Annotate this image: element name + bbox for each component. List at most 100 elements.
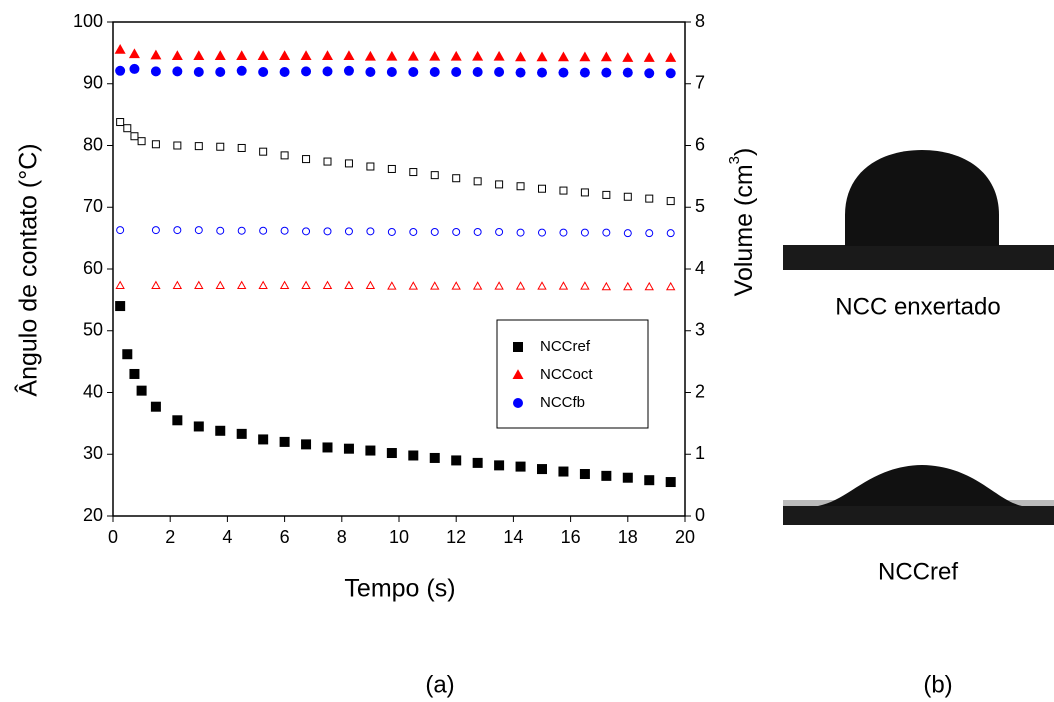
marker xyxy=(171,50,183,60)
marker xyxy=(128,48,140,59)
marker xyxy=(194,142,203,151)
marker xyxy=(559,186,568,195)
marker xyxy=(537,67,547,78)
marker xyxy=(579,67,590,78)
marker xyxy=(194,280,204,289)
droplet xyxy=(818,465,1022,506)
marker xyxy=(259,226,268,235)
marker xyxy=(364,50,376,61)
marker xyxy=(601,281,612,291)
marker xyxy=(150,401,161,412)
marker xyxy=(557,51,569,62)
marker xyxy=(344,280,354,289)
marker xyxy=(237,143,246,152)
marker xyxy=(452,174,461,183)
x-tick-label: 0 xyxy=(108,527,118,547)
marker xyxy=(493,50,505,61)
y-tick-label: 80 xyxy=(83,134,103,154)
marker xyxy=(623,192,632,201)
marker xyxy=(279,436,290,447)
panel-label: (b) xyxy=(923,671,952,698)
marker xyxy=(365,445,376,456)
marker xyxy=(387,281,397,290)
marker xyxy=(301,280,311,289)
marker xyxy=(452,227,461,236)
y-axis-title: Ângulo de contato (°C) xyxy=(14,143,43,396)
marker xyxy=(150,49,162,60)
marker xyxy=(343,65,354,76)
marker xyxy=(151,280,161,289)
marker xyxy=(601,470,612,481)
photo-ref xyxy=(783,465,1054,525)
marker xyxy=(495,180,504,189)
marker xyxy=(365,280,376,289)
x-tick-label: 16 xyxy=(561,527,581,547)
marker xyxy=(644,475,655,486)
legend-box xyxy=(496,319,649,429)
x-tick-label: 2 xyxy=(165,527,175,547)
marker xyxy=(472,281,483,290)
marker xyxy=(236,428,247,439)
x-tick-label: 6 xyxy=(280,527,290,547)
y-tick-label: 100 xyxy=(73,11,103,31)
panel-label: (a) xyxy=(425,671,454,698)
y-tick-label: 60 xyxy=(83,258,103,278)
marker xyxy=(215,67,226,78)
marker xyxy=(623,281,633,291)
marker xyxy=(600,51,612,62)
marker xyxy=(215,425,226,436)
x-tick-label: 8 xyxy=(337,527,347,547)
marker xyxy=(343,50,355,60)
marker xyxy=(515,51,527,62)
marker xyxy=(580,188,589,197)
marker xyxy=(558,67,569,78)
y-tick-label: 90 xyxy=(83,73,103,93)
marker xyxy=(172,280,183,289)
marker xyxy=(473,177,482,186)
marker xyxy=(409,227,418,236)
marker xyxy=(122,349,133,360)
x-tick-label: 20 xyxy=(675,527,695,547)
marker xyxy=(579,469,590,480)
marker xyxy=(172,415,183,426)
marker xyxy=(137,137,146,146)
marker xyxy=(429,50,441,61)
marker xyxy=(387,164,396,173)
y2-title-close: ) xyxy=(730,148,758,156)
marker xyxy=(366,162,375,171)
marker xyxy=(215,280,225,289)
marker xyxy=(622,52,634,62)
marker xyxy=(666,229,675,238)
marker xyxy=(623,229,632,238)
marker xyxy=(386,67,397,78)
marker xyxy=(538,228,546,237)
marker xyxy=(115,280,125,289)
legend-label: NCCfb xyxy=(540,394,585,411)
marker xyxy=(172,66,183,77)
marker xyxy=(193,50,205,60)
y-tick-label: 70 xyxy=(83,196,103,216)
marker xyxy=(194,226,203,235)
y2-title-sup: 3 xyxy=(726,156,743,164)
marker xyxy=(645,229,654,238)
marker xyxy=(644,281,654,291)
y2-tick-label: 0 xyxy=(695,505,705,525)
marker xyxy=(258,67,269,78)
marker xyxy=(386,50,398,61)
marker xyxy=(451,455,462,466)
marker xyxy=(193,67,204,78)
marker xyxy=(494,67,505,78)
marker xyxy=(366,227,375,236)
marker xyxy=(301,439,312,450)
marker xyxy=(430,227,439,236)
marker xyxy=(665,52,677,62)
legend-marker xyxy=(513,342,523,352)
marker xyxy=(301,66,312,77)
legend-marker xyxy=(513,398,523,408)
marker xyxy=(279,67,290,78)
marker xyxy=(408,450,419,461)
marker xyxy=(408,67,419,78)
marker xyxy=(451,281,461,290)
marker xyxy=(136,385,147,396)
